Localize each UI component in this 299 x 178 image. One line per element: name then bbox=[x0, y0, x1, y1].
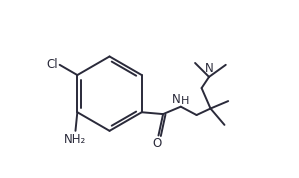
Text: H: H bbox=[181, 96, 190, 106]
Text: O: O bbox=[152, 137, 161, 150]
Text: N: N bbox=[172, 93, 180, 106]
Text: Cl: Cl bbox=[47, 58, 58, 71]
Text: NH₂: NH₂ bbox=[64, 133, 87, 146]
Text: N: N bbox=[205, 62, 213, 75]
